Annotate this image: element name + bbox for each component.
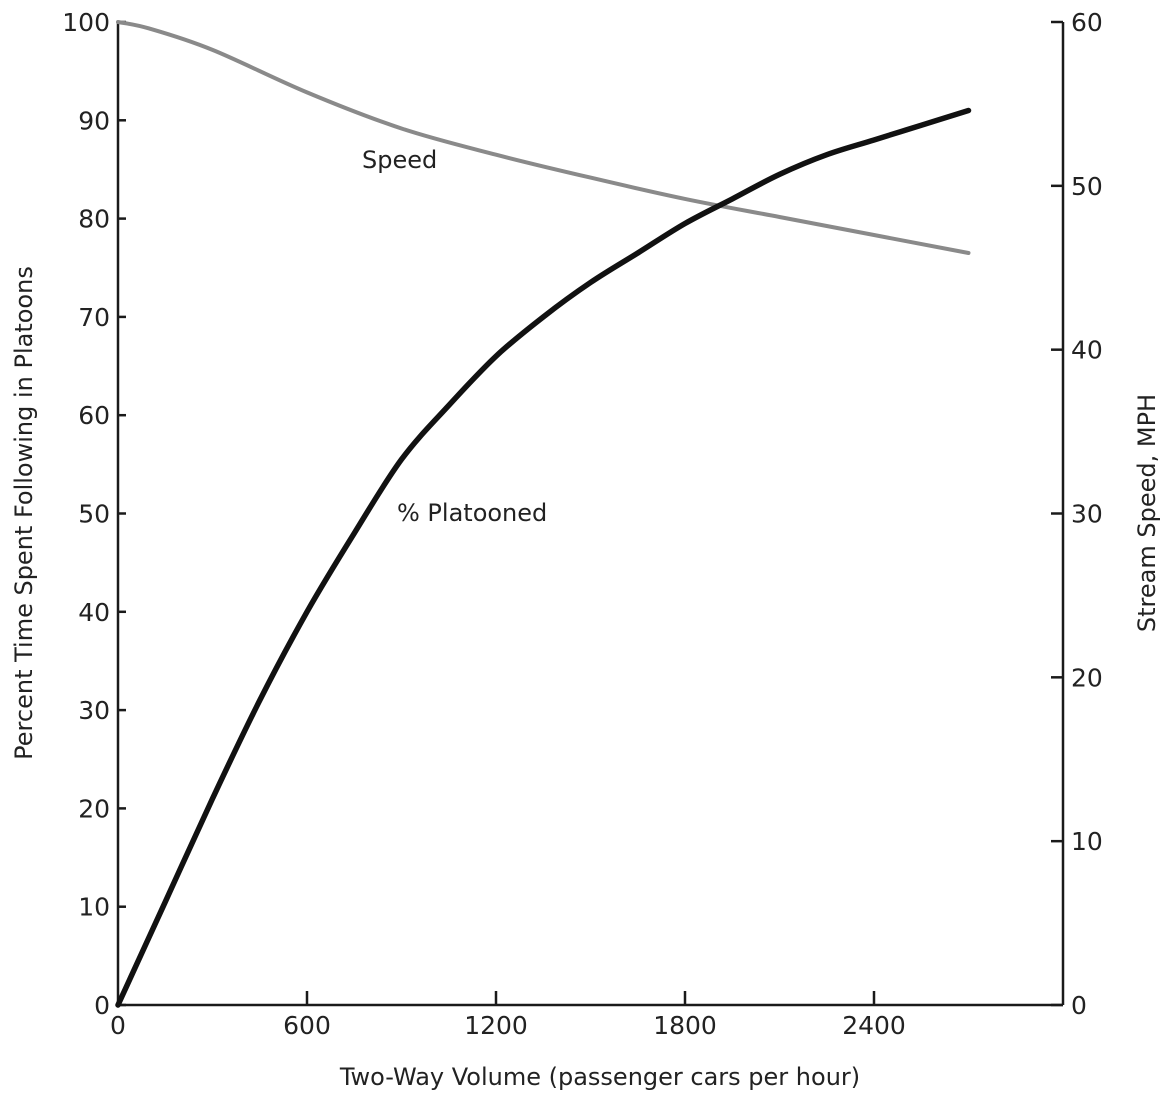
y-right-tick-label: 50 (1071, 172, 1103, 201)
y-axis-right-title: Stream Speed, MPH (1133, 394, 1161, 632)
y-left-tick-label: 90 (78, 106, 110, 135)
series-label-platooned: % Platooned (397, 499, 547, 527)
series-label-speed: Speed (362, 146, 437, 174)
y-left-tick-label: 80 (78, 205, 110, 234)
x-tick-label: 0 (110, 1011, 126, 1040)
y-left-tick-label: 60 (78, 401, 110, 430)
y-left-tick-label: 30 (78, 696, 110, 725)
y-right-tick-label: 10 (1071, 827, 1103, 856)
series-line-speed (116, 20, 971, 255)
x-tick-label: 600 (283, 1011, 331, 1040)
x-tick-label: 1200 (464, 1011, 528, 1040)
y-left-tick-label: 50 (78, 500, 110, 529)
y-left-tick-label: 70 (78, 303, 110, 332)
y-right-tick-label: 30 (1071, 500, 1103, 529)
ticks: 0 600 1200 1800 2400 0 10 20 30 40 50 60 70 80 90 100 0 1… (62, 8, 1103, 1040)
y-left-tick-label: 100 (62, 8, 110, 37)
y-right-tick-label: 0 (1071, 991, 1087, 1020)
y-left-tick-label: 40 (78, 598, 110, 627)
series-line-platooned (115, 107, 972, 1008)
labels: Two-Way Volume (passenger cars per hour)… (10, 146, 1161, 1091)
x-tick-label: 1800 (653, 1011, 717, 1040)
x-tick-label: 2400 (842, 1011, 906, 1040)
series-layer (115, 20, 972, 1008)
y-left-tick-label: 10 (78, 893, 110, 922)
y-right-tick-label: 60 (1071, 8, 1103, 37)
y-left-tick-label: 20 (78, 794, 110, 823)
x-axis-title: Two-Way Volume (passenger cars per hour) (339, 1063, 860, 1091)
y-right-tick-label: 40 (1071, 336, 1103, 365)
y-axis-left-title: Percent Time Spent Following in Platoons (10, 266, 38, 760)
axes (116, 22, 1065, 1007)
y-right-tick-label: 20 (1071, 663, 1103, 692)
y-left-tick-label: 0 (94, 991, 110, 1020)
